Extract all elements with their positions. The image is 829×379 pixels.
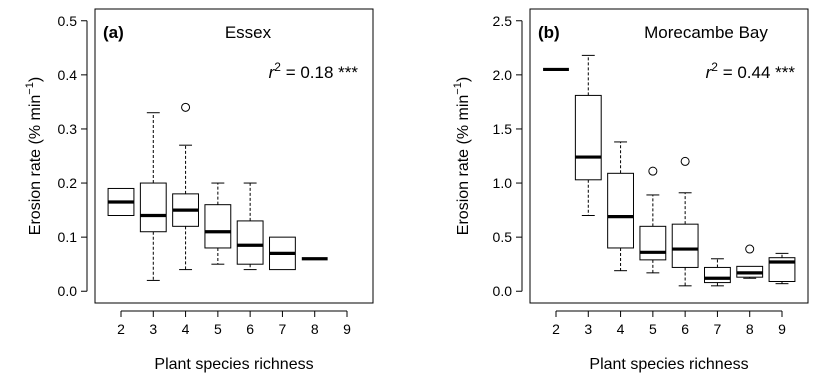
box-body [574, 94, 602, 181]
panel-b: 0.0 0.5 1.0 1.5 2.0 2.5 2 3 4 5 6 7 8 9 (b) Morecambe B… [452, 8, 809, 373]
site-title: Essex [225, 23, 272, 42]
x-tick-label: 5 [214, 321, 222, 337]
site-title: Morecambe Bay [644, 23, 768, 42]
r2-annotation: r2 = 0.44 *** [706, 60, 796, 82]
y-axis-label-main: Erosion rate (% min [27, 95, 44, 236]
box-body [236, 220, 264, 265]
y-tick-label: 0.1 [58, 229, 78, 245]
y-axis-label-close: ) [455, 77, 472, 82]
x-tick-label: 2 [552, 321, 560, 337]
outlier-point [680, 156, 690, 166]
r2-superscript: 2 [711, 60, 718, 74]
box-6 [671, 156, 699, 287]
y-axis-label-close: ) [27, 77, 44, 82]
r2-annotation: r2 = 0.18 *** [269, 60, 359, 82]
y-axis-label-main: Erosion rate (% min [455, 95, 472, 236]
x-tick-label: 7 [714, 321, 722, 337]
y-tick-label: 1.0 [493, 175, 513, 191]
plot-frame [529, 8, 809, 304]
box-9 [768, 252, 796, 285]
r2-value: = 0.44 *** [718, 63, 795, 82]
box-body [639, 225, 667, 261]
box-body [704, 266, 731, 284]
x-tick-label: 3 [584, 321, 592, 337]
box-body [768, 257, 796, 283]
r2-superscript: 2 [274, 60, 281, 74]
box-5 [204, 182, 232, 265]
box-body [139, 182, 167, 233]
y-tick-label: 0.4 [58, 67, 78, 83]
y-tick-label: 0.3 [58, 121, 78, 137]
x-tick-label: 8 [746, 321, 754, 337]
y-axis-label: Erosion rate (% min−1) [24, 77, 44, 235]
box-body [204, 204, 232, 249]
panel-label: (a) [103, 23, 124, 42]
box-7 [269, 236, 296, 271]
x-tick-label: 3 [149, 321, 157, 337]
x-tick-label: 4 [617, 321, 625, 337]
box-8 [736, 244, 764, 279]
outlier-point [181, 102, 191, 112]
y-axis-label-superscript: −1 [452, 82, 464, 95]
panel-label: (b) [538, 23, 560, 42]
x-tick-label: 9 [778, 321, 786, 337]
outlier-point [745, 244, 755, 254]
y-tick-label: 2.5 [493, 13, 513, 29]
x-tick-label: 2 [117, 321, 125, 337]
box-body [671, 223, 699, 268]
box-4 [172, 102, 199, 271]
box-5 [639, 166, 667, 274]
box-4 [607, 141, 634, 272]
box-3 [139, 112, 167, 281]
x-tick-label: 6 [681, 321, 689, 337]
y-tick-label: 0.5 [493, 229, 513, 245]
y-tick-label: 0.5 [58, 13, 78, 29]
y-tick-label: 0.0 [493, 283, 513, 299]
x-tick-label: 4 [182, 321, 190, 337]
box-2 [107, 187, 135, 217]
x-tick-label: 7 [279, 321, 287, 337]
r2-symbol: r [269, 63, 276, 82]
x-tick-label: 8 [311, 321, 319, 337]
box-3 [574, 54, 602, 217]
y-tick-label: 1.5 [493, 121, 513, 137]
y-axis-label-superscript: −1 [24, 82, 36, 95]
outlier-point [648, 166, 658, 176]
r2-value: = 0.18 *** [281, 63, 358, 82]
y-axis-label: Erosion rate (% min−1) [452, 77, 472, 235]
x-tick-label: 5 [649, 321, 657, 337]
box-7 [704, 258, 731, 287]
y-tick-label: 0.0 [58, 283, 78, 299]
r2-symbol: r [706, 63, 713, 82]
box-6 [236, 182, 264, 271]
x-axis-label: Plant species richness [154, 356, 313, 373]
x-tick-label: 9 [343, 321, 351, 337]
y-tick-label: 2.0 [493, 67, 513, 83]
x-axis-label: Plant species richness [589, 356, 748, 373]
plot-frame [94, 8, 374, 304]
y-tick-label: 0.2 [58, 175, 78, 191]
x-tick-label: 6 [246, 321, 254, 337]
box-body [607, 172, 634, 249]
